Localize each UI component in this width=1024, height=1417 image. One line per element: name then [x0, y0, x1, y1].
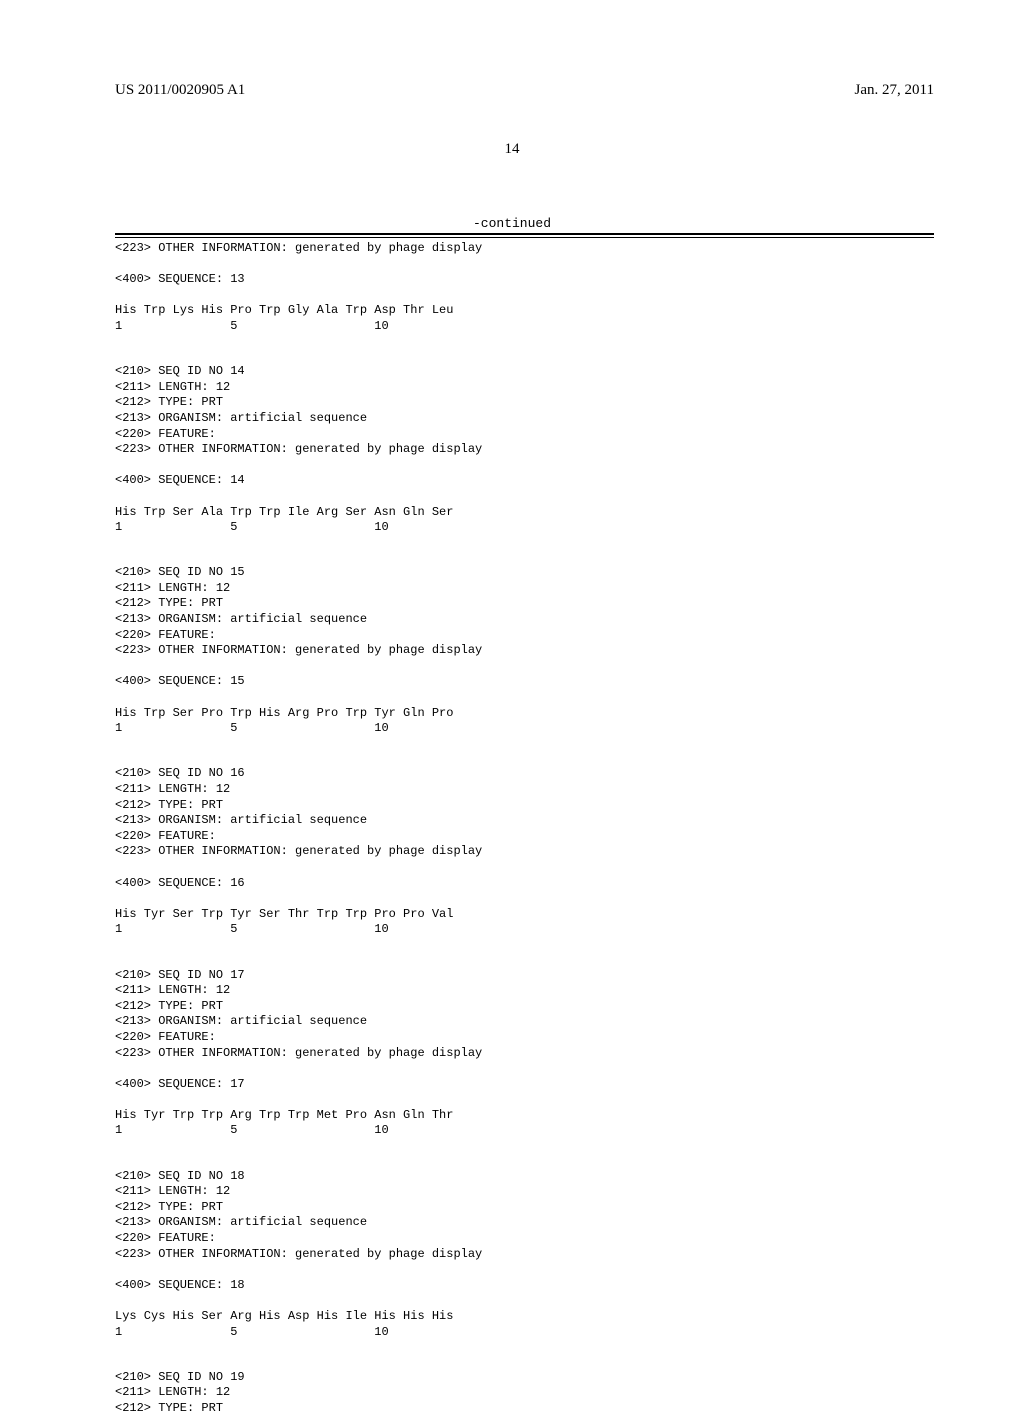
sequence-header-line: <211> LENGTH: 12: [115, 581, 934, 597]
sequence-header-line: <213> ORGANISM: artificial sequence: [115, 411, 934, 427]
sequence-header-line: <211> LENGTH: 12: [115, 1385, 934, 1401]
sequence-positions: 1 5 10: [115, 721, 934, 737]
sequence-header-line: <220> FEATURE:: [115, 427, 934, 443]
sequence-header-line: <212> TYPE: PRT: [115, 395, 934, 411]
sequence-positions: 1 5 10: [115, 1325, 934, 1341]
sequence-header-line: <212> TYPE: PRT: [115, 999, 934, 1015]
sequence-header-line: <210> SEQ ID NO 19: [115, 1370, 934, 1386]
sequence-header-line: <223> OTHER INFORMATION: generated by ph…: [115, 442, 934, 458]
sequence-header-line: <223> OTHER INFORMATION: generated by ph…: [115, 844, 934, 860]
sequence-number-label: <400> SEQUENCE: 14: [115, 473, 934, 489]
sequence-header-line: <223> OTHER INFORMATION: generated by ph…: [115, 1046, 934, 1062]
sequence-header-line: <223> OTHER INFORMATION: generated by ph…: [115, 241, 934, 257]
publication-date: Jan. 27, 2011: [855, 82, 934, 99]
sequence-residues: His Trp Ser Ala Trp Trp Ile Arg Ser Asn …: [115, 505, 934, 521]
sequence-residues: His Trp Ser Pro Trp His Arg Pro Trp Tyr …: [115, 706, 934, 722]
sequence-residues: His Tyr Ser Trp Tyr Ser Thr Trp Trp Pro …: [115, 907, 934, 923]
sequence-header-line: <211> LENGTH: 12: [115, 380, 934, 396]
sequence-header-line: <210> SEQ ID NO 18: [115, 1169, 934, 1185]
sequence-header-line: <212> TYPE: PRT: [115, 1200, 934, 1216]
sequence-positions: 1 5 10: [115, 520, 934, 536]
divider-top: [115, 233, 934, 235]
sequence-header-line: <213> ORGANISM: artificial sequence: [115, 813, 934, 829]
sequence-header-line: <212> TYPE: PRT: [115, 1401, 934, 1417]
sequence-header-line: <213> ORGANISM: artificial sequence: [115, 1215, 934, 1231]
sequence-residues: Lys Cys His Ser Arg His Asp His Ile His …: [115, 1309, 934, 1325]
sequence-positions: 1 5 10: [115, 922, 934, 938]
sequence-header-line: <213> ORGANISM: artificial sequence: [115, 612, 934, 628]
sequence-header-line: <210> SEQ ID NO 17: [115, 968, 934, 984]
page-header: US 2011/0020905 A1 Jan. 27, 2011: [0, 0, 1024, 99]
sequence-residues: His Tyr Trp Trp Arg Trp Trp Met Pro Asn …: [115, 1108, 934, 1124]
page-number: 14: [0, 141, 1024, 158]
sequence-header-line: <220> FEATURE:: [115, 1030, 934, 1046]
sequence-listing: <223> OTHER INFORMATION: generated by ph…: [0, 238, 1024, 1417]
sequence-header-line: <220> FEATURE:: [115, 1231, 934, 1247]
continued-label: -continued: [0, 216, 1024, 231]
sequence-header-line: <220> FEATURE:: [115, 829, 934, 845]
sequence-header-line: <211> LENGTH: 12: [115, 1184, 934, 1200]
sequence-header-line: <220> FEATURE:: [115, 628, 934, 644]
sequence-header-line: <210> SEQ ID NO 15: [115, 565, 934, 581]
sequence-block: <210> SEQ ID NO 14<211> LENGTH: 12<212> …: [115, 364, 934, 551]
sequence-header-line: <223> OTHER INFORMATION: generated by ph…: [115, 643, 934, 659]
sequence-number-label: <400> SEQUENCE: 16: [115, 876, 934, 892]
sequence-positions: 1 5 10: [115, 319, 934, 335]
sequence-header-line: <210> SEQ ID NO 14: [115, 364, 934, 380]
sequence-block: <210> SEQ ID NO 18<211> LENGTH: 12<212> …: [115, 1169, 934, 1356]
sequence-header-line: <213> ORGANISM: artificial sequence: [115, 1014, 934, 1030]
sequence-number-label: <400> SEQUENCE: 15: [115, 674, 934, 690]
sequence-number-label: <400> SEQUENCE: 18: [115, 1278, 934, 1294]
sequence-number-label: <400> SEQUENCE: 13: [115, 272, 934, 288]
sequence-positions: 1 5 10: [115, 1123, 934, 1139]
sequence-block: <210> SEQ ID NO 16<211> LENGTH: 12<212> …: [115, 766, 934, 953]
sequence-block: <210> SEQ ID NO 19<211> LENGTH: 12<212> …: [115, 1370, 934, 1417]
sequence-block: <210> SEQ ID NO 17<211> LENGTH: 12<212> …: [115, 968, 934, 1155]
sequence-header-line: <211> LENGTH: 12: [115, 983, 934, 999]
sequence-block: <223> OTHER INFORMATION: generated by ph…: [115, 241, 934, 350]
sequence-header-line: <211> LENGTH: 12: [115, 782, 934, 798]
sequence-number-label: <400> SEQUENCE: 17: [115, 1077, 934, 1093]
sequence-residues: His Trp Lys His Pro Trp Gly Ala Trp Asp …: [115, 303, 934, 319]
sequence-block: <210> SEQ ID NO 15<211> LENGTH: 12<212> …: [115, 565, 934, 752]
sequence-header-line: <212> TYPE: PRT: [115, 798, 934, 814]
sequence-header-line: <210> SEQ ID NO 16: [115, 766, 934, 782]
sequence-header-line: <223> OTHER INFORMATION: generated by ph…: [115, 1247, 934, 1263]
sequence-header-line: <212> TYPE: PRT: [115, 596, 934, 612]
publication-number: US 2011/0020905 A1: [115, 82, 245, 99]
